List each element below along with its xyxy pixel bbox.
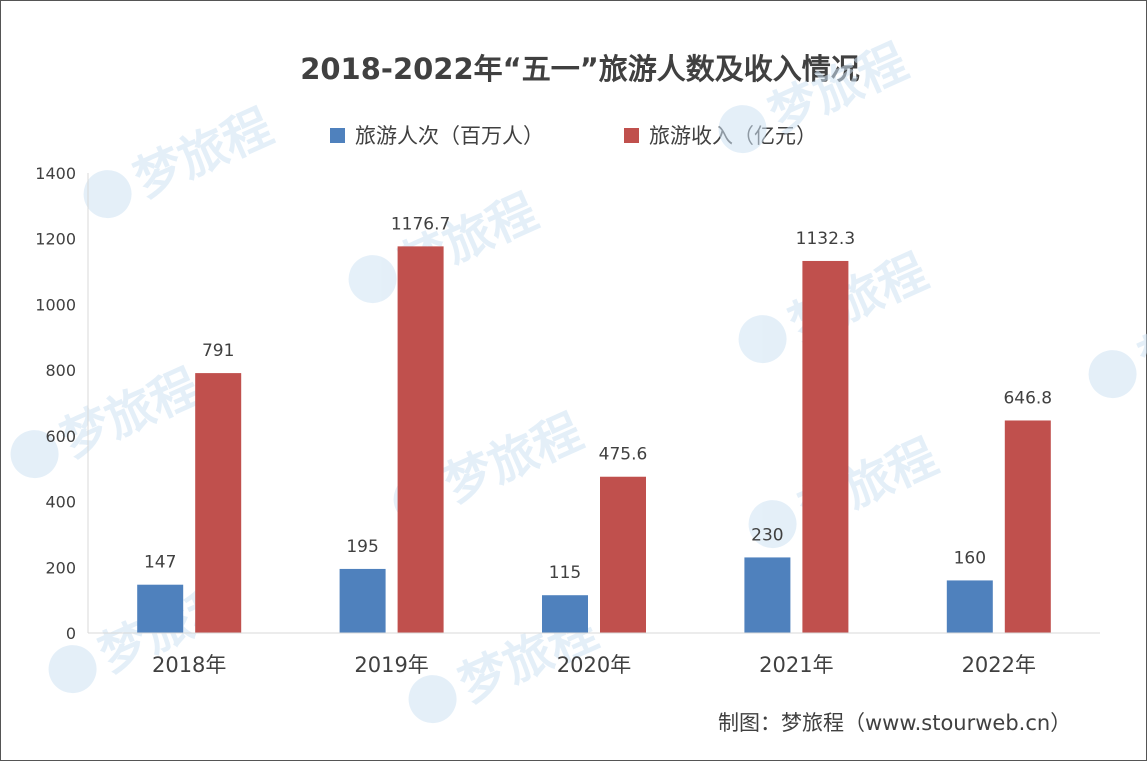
watermark-logo-icon <box>10 430 59 479</box>
watermark-text: 梦旅程 <box>436 404 590 514</box>
bar-revenue-1 <box>397 246 444 633</box>
watermark-9: 梦旅程 <box>1088 279 1147 399</box>
watermark-logo-icon <box>718 105 767 154</box>
watermark-logo-icon <box>1088 350 1137 399</box>
y-tick-label-0: 0 <box>66 624 76 643</box>
credit-text: 制图：梦旅程（www.stourweb.cn） <box>718 711 1072 735</box>
legend-swatch-revenue <box>624 127 639 143</box>
data-label-people-4: 160 <box>954 548 986 568</box>
bar-people-0 <box>137 584 184 633</box>
watermark-text: 梦旅程 <box>126 99 280 209</box>
bar-revenue-0 <box>195 373 242 633</box>
y-tick-label-400: 400 <box>45 493 76 512</box>
data-label-people-3: 230 <box>751 525 783 545</box>
watermark-text: 梦旅程 <box>761 34 915 144</box>
data-label-revenue-1: 1176.7 <box>391 214 450 234</box>
data-label-people-0: 147 <box>144 553 176 573</box>
x-tick-label-2: 2020年 <box>557 653 631 677</box>
legend-label-people: 旅游人次（百万人） <box>355 124 544 148</box>
bar-revenue-4 <box>1004 420 1051 633</box>
y-tick-label-1400: 1400 <box>35 164 76 183</box>
watermark-logo-icon <box>83 170 132 219</box>
data-label-revenue-0: 791 <box>202 341 234 361</box>
legend-swatch-people <box>330 127 345 143</box>
x-tick-label-1: 2019年 <box>354 653 428 677</box>
data-label-revenue-3: 1132.3 <box>796 229 855 249</box>
x-tick-label-4: 2022年 <box>962 653 1036 677</box>
watermark-6: 梦旅程 <box>718 34 916 154</box>
watermark-logo-icon <box>738 315 787 364</box>
legend-item-people: 旅游人次（百万人） <box>330 120 544 150</box>
watermark-2: 梦旅程 <box>10 359 208 479</box>
x-tick-label-3: 2021年 <box>759 653 833 677</box>
x-tick-label-0: 2018年 <box>152 653 226 677</box>
y-tick-label-200: 200 <box>45 558 76 577</box>
watermark-logo-icon <box>748 500 797 549</box>
watermark-logo-icon <box>348 255 397 304</box>
y-tick-label-800: 800 <box>45 361 76 380</box>
chart-title: 2018-2022年“五一”旅游人数及收入情况 <box>300 52 860 86</box>
data-label-people-2: 115 <box>549 563 581 583</box>
y-tick-label-1200: 1200 <box>35 230 76 249</box>
data-label-people-1: 195 <box>346 537 378 557</box>
watermark-text: 梦旅程 <box>53 359 207 469</box>
bar-people-2 <box>542 595 588 633</box>
watermark-logo-icon <box>408 675 457 724</box>
y-tick-label-1000: 1000 <box>35 295 76 314</box>
data-label-revenue-2: 475.6 <box>599 445 648 465</box>
y-tick-label-600: 600 <box>45 427 76 446</box>
watermark-0: 梦旅程 <box>83 99 281 219</box>
bar-people-1 <box>339 568 386 633</box>
bar-people-4 <box>946 580 993 633</box>
bar-revenue-2 <box>600 476 646 633</box>
data-label-revenue-4: 646.8 <box>1003 388 1052 408</box>
bar-revenue-3 <box>802 260 849 633</box>
bar-people-3 <box>744 557 791 633</box>
watermark-logo-icon <box>48 645 97 694</box>
